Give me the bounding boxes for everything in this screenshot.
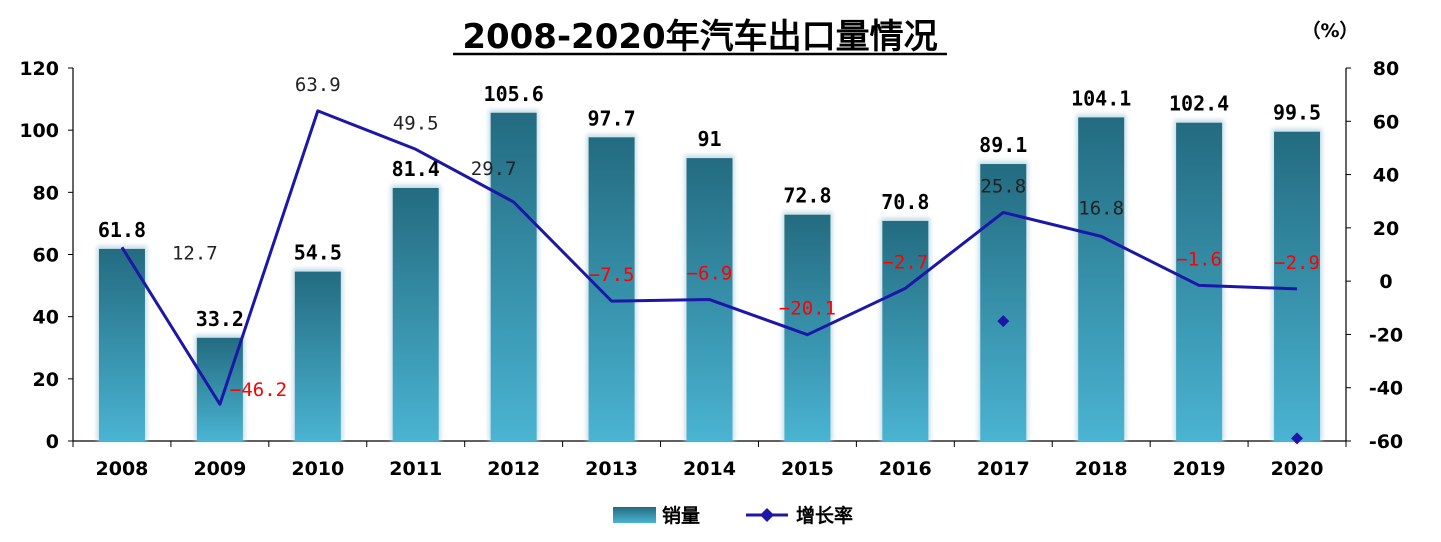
left-tick-label: 0 [46,431,59,453]
legend-item-growth[interactable]: 增长率 [746,504,853,527]
x-tick-label: 2016 [879,458,932,480]
left-tick-label: 80 [33,182,59,204]
growth-value-label: −2.7 [882,251,928,273]
bar-value-label: 102.4 [1169,92,1229,116]
chart-title: 2008-2020年汽车出口量情况 [462,17,937,57]
growth-rate-line [120,109,1298,406]
bar [1176,122,1223,441]
bar [882,220,929,441]
growth-value-label: −6.9 [687,263,733,285]
growth-value-label: 12.7 [172,242,218,264]
bar [294,271,341,441]
growth-value-label: 49.5 [393,112,439,134]
x-tick-label: 2010 [291,458,344,480]
left-tick-label: 100 [19,120,59,142]
legend-swatch-bar [613,507,656,523]
growth-value-label: −46.2 [230,379,287,401]
bar-value-label: 54.5 [294,241,342,265]
legend: 销量 增长率 [613,504,853,527]
right-tick-label: 0 [1379,271,1392,293]
right-tick-label: -40 [1369,378,1403,400]
legend-label-growth: 增长率 [796,504,853,527]
left-tick-label: 120 [19,58,59,80]
left-tick-label: 60 [33,245,59,267]
right-tick-label: -20 [1369,324,1403,346]
x-tick-label: 2014 [683,458,736,480]
bar [980,164,1027,442]
right-axis-unit: （%） [1301,19,1358,42]
bar [98,248,145,441]
x-tick-label: 2015 [781,458,834,480]
legend-label-sales: 销量 [662,504,700,527]
left-tick-label: 20 [33,369,59,391]
bar-value-label: 33.2 [196,307,244,331]
bar-value-label: 89.1 [979,133,1027,157]
left-tick-label: 40 [33,307,59,329]
bar-value-label: 70.8 [881,190,929,214]
bar-value-label: 104.1 [1071,86,1131,110]
bar [490,112,537,441]
bar-value-label: 99.5 [1273,101,1321,125]
line-layer [120,109,1304,445]
bar-value-label: 97.7 [587,106,635,130]
x-tick-label: 2013 [585,458,638,480]
line-point-marker [1291,432,1304,445]
x-tick-label: 2018 [1075,458,1128,480]
right-tick-label: 60 [1373,111,1399,133]
x-tick-label: 2011 [389,458,442,480]
growth-value-label: −7.5 [589,264,635,286]
x-tick-label: 2020 [1271,458,1324,480]
bar [588,137,635,441]
axes: 0 20 40 60 80 100 120 -60 -40 -20 0 20 40 60 80 2008 200… [19,58,1403,480]
line-point-marker [997,315,1010,328]
growth-value-label: 63.9 [295,74,341,96]
x-tick-label: 2009 [193,458,246,480]
labels-layer: 61.8 33.2 54.5 81.4 105.6 97.7 91 72.8 70.8 89.1 1… [98,74,1321,401]
bar-value-label: 105.6 [484,82,544,106]
growth-value-label: −20.1 [779,298,836,320]
growth-value-label: 25.8 [980,175,1026,197]
growth-value-label: 29.7 [471,158,517,180]
bar-value-label: 91 [697,127,721,151]
bar-value-label: 72.8 [783,184,831,208]
x-tick-label: 2017 [977,458,1030,480]
growth-value-label: 16.8 [1078,197,1124,219]
bar [1274,131,1321,442]
legend-item-sales[interactable]: 销量 [613,504,700,527]
bar [392,187,439,441]
right-tick-label: 80 [1373,58,1399,80]
right-tick-label: 20 [1373,218,1399,240]
growth-value-label: −2.9 [1274,252,1320,274]
right-tick-label: 40 [1373,165,1399,187]
bar-value-label: 61.8 [98,218,146,242]
x-tick-label: 2019 [1173,458,1226,480]
bar-value-label: 81.4 [392,157,440,181]
x-tick-label: 2008 [96,458,149,480]
growth-value-label: −1.6 [1176,248,1222,270]
legend-diamond-marker [760,508,774,522]
x-tick-label: 2012 [487,458,540,480]
bar [1078,117,1125,442]
right-tick-label: -60 [1369,431,1403,453]
